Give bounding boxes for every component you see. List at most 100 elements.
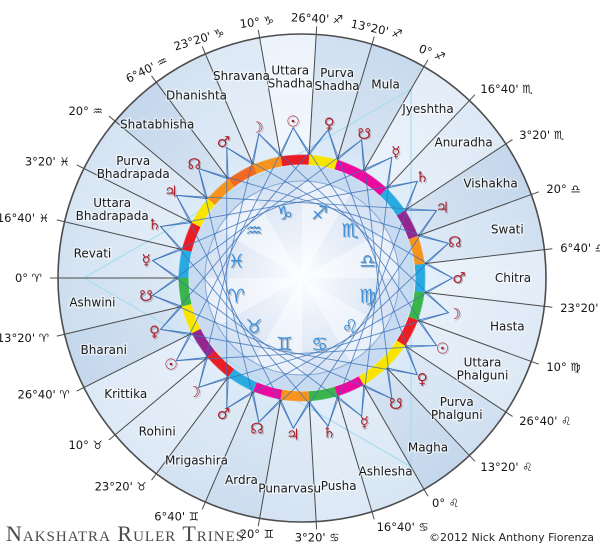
ring-segment-magha [358, 360, 387, 385]
aries-sign-glyph: ♈ [228, 286, 245, 308]
degree-tick-label: 0° ♐ [417, 41, 447, 64]
svg-text:♀: ♀ [325, 116, 336, 134]
gemini-sign-glyph: ♊ [276, 334, 293, 356]
mars-glyph: ♂ [217, 405, 230, 423]
ring-segment-dhanishta [228, 164, 258, 188]
ring-segment-jyeshtha [358, 171, 387, 196]
ring-segment-anuradha [379, 188, 406, 216]
ring-segment-ashlesha [334, 376, 364, 397]
svg-text:♄: ♄ [324, 425, 337, 443]
degree-tick-label: 26°40' ♌ [519, 414, 571, 428]
libra-sign-glyph: ♎ [359, 250, 376, 272]
ring-segment-swati [408, 235, 425, 265]
ring-segment-uttara-bhadrapada [181, 222, 201, 252]
degree-tick-label: 3°20' ♋ [295, 531, 340, 545]
degree-tick-label: 20° ♎ [546, 182, 580, 196]
svg-text:☽: ☽ [251, 120, 264, 138]
svg-text:♐: ♐ [312, 204, 329, 226]
taurus-sign-glyph: ♉ [245, 316, 262, 338]
nakshatra-label: Mula [371, 77, 400, 91]
nakshatra-label: Swati [491, 222, 524, 236]
rahu-glyph: ☊ [448, 233, 461, 251]
degree-tick-label: 13°20' ♐ [350, 17, 404, 42]
saturn-glyph: ♄ [323, 424, 336, 442]
svg-text:♍: ♍ [360, 287, 377, 309]
nakshatra-label: Bharani [81, 343, 127, 357]
degree-tick-label: 16°40' ♋ [377, 520, 429, 534]
nakshatra-label: Purva Shadha [315, 66, 360, 93]
venus-glyph: ♀ [417, 370, 428, 388]
degree-tick-label: 26°40' ♐ [291, 10, 344, 26]
svg-text:♂: ♂ [218, 406, 231, 424]
ring-segment-pusha [308, 386, 338, 402]
sagittarius-sign-glyph: ♐ [311, 202, 328, 224]
svg-text:☉: ☉ [437, 341, 450, 359]
nakshatra-label: Hasta [490, 320, 525, 334]
degree-tick-label: 16°40' ♏ [480, 82, 532, 96]
degree-tick-label: 20° ♒ [68, 104, 102, 118]
svg-text:♒: ♒ [247, 221, 264, 243]
degree-tick-label: 13°20' ♌ [480, 460, 532, 474]
venus-glyph: ♀ [324, 114, 335, 132]
ring-segment-uttara-phalguni [396, 316, 419, 346]
nakshatra-label: Uttara Shadha [268, 63, 313, 90]
boundary-lines [50, 26, 553, 530]
ring-segment-mrigashira [228, 368, 258, 392]
sun-glyph: ☉ [436, 339, 449, 357]
ring-segment-purva-shadha [308, 154, 338, 170]
jupiter-glyph: ♃ [164, 183, 177, 201]
svg-text:♂: ♂ [218, 134, 231, 152]
nakshatra-label: Rohini [139, 424, 176, 438]
svg-text:♂: ♂ [453, 270, 466, 288]
degree-tick-label: 0° ♌ [432, 496, 459, 510]
page-title: Nakshatra Ruler Trines [6, 521, 246, 546]
virgo-sign-glyph: ♍ [359, 286, 376, 308]
svg-text:♋: ♋ [312, 335, 329, 357]
nakshatra-label: Magha [408, 440, 448, 454]
capricorn-sign-glyph: ♑ [276, 202, 293, 224]
nakshatra-label: Anuradha [434, 135, 492, 149]
ring-segment-bharani [181, 304, 201, 334]
mercury-glyph: ☿ [391, 143, 400, 161]
nakshatra-label: Shravana [213, 69, 270, 83]
degree-tick-label: 23°20' ♍ [560, 301, 600, 315]
mercury-glyph: ☿ [141, 251, 150, 269]
degree-tick-label: 13°20' ♈ [0, 331, 50, 345]
mercury-glyph: ☿ [360, 413, 369, 431]
mars-glyph: ♂ [452, 269, 465, 287]
center-pinwheel [204, 180, 400, 376]
degree-tick-label: 3°20' ♏ [519, 128, 564, 142]
nakshatra-label: Purva Phalguni [431, 395, 483, 422]
cancer-sign-glyph: ♋ [311, 334, 328, 356]
degree-tick-label: 10° ♍ [546, 360, 580, 374]
rahu-glyph: ☊ [250, 419, 263, 437]
svg-text:☊: ☊ [189, 156, 202, 174]
ring-segment-shravana [253, 156, 283, 174]
ketu-glyph: ☋ [358, 125, 371, 143]
nakshatra-label: Uttara Bhadrapada [76, 196, 149, 223]
ring-segment-mula [334, 159, 364, 180]
ring-segment-ardra [253, 382, 283, 400]
svg-text:♃: ♃ [287, 427, 300, 445]
degree-tick-label: 6°40' ♎ [560, 241, 600, 255]
degree-tick-label: 26°40' ♈ [18, 388, 71, 402]
ring-segment-revati [178, 249, 192, 279]
svg-text:♃: ♃ [437, 200, 450, 218]
trine-web [151, 126, 454, 430]
ring-segment-punarvasu [280, 389, 310, 402]
svg-text:♀: ♀ [418, 371, 429, 389]
nakshatra-label: Shatabhisha [120, 118, 194, 132]
svg-text:☉: ☉ [165, 356, 178, 374]
svg-text:☋: ☋ [359, 126, 372, 144]
svg-text:♉: ♉ [247, 317, 264, 339]
moon-glyph: ☽ [448, 305, 461, 323]
svg-text:♄: ♄ [417, 169, 430, 187]
svg-text:☿: ☿ [143, 252, 152, 270]
degree-tick-label: 20° ♊ [240, 527, 274, 541]
ring-segment-shatabhisha [207, 178, 235, 206]
nakshatra-label: Uttara Phalguni [457, 356, 509, 383]
nakshatra-label: Krittika [104, 387, 147, 401]
jupiter-glyph: ♃ [286, 426, 299, 444]
svg-text:♀: ♀ [150, 324, 161, 342]
nakshatra-label: Jyeshtha [401, 102, 454, 116]
